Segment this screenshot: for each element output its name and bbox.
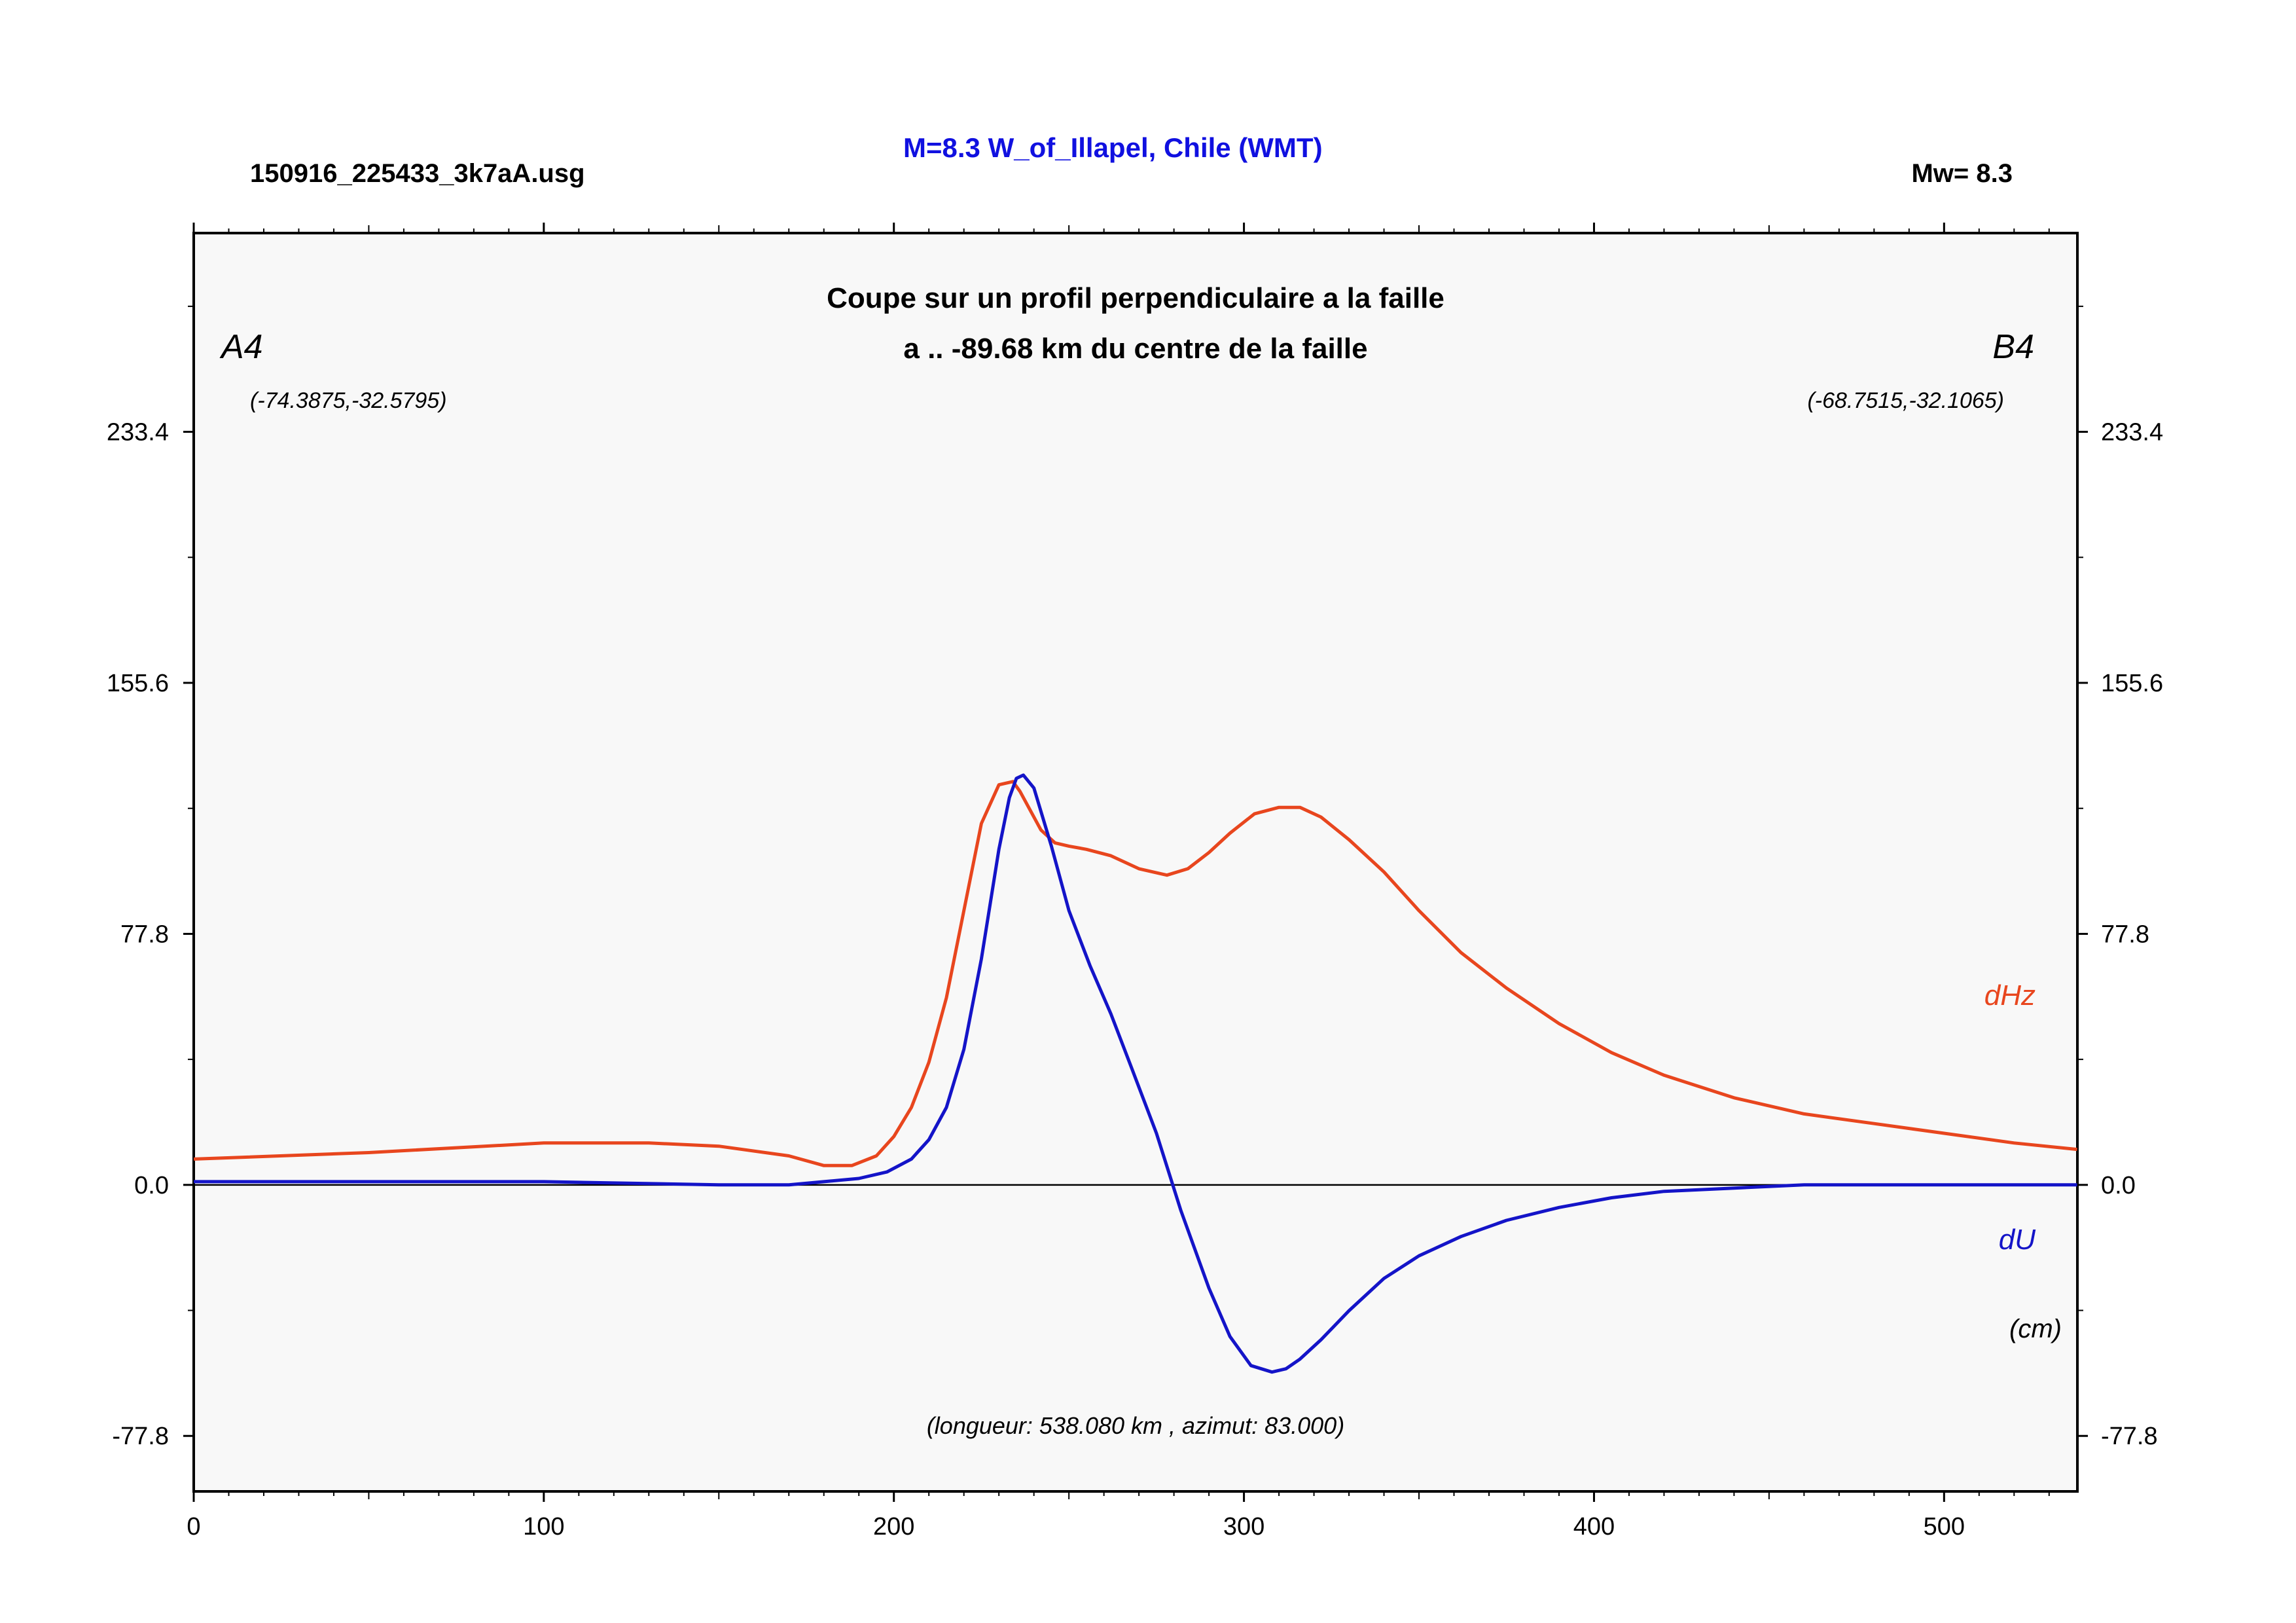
series-du-line [194,773,2077,1374]
y-tick-label-right: 155.6 [2101,670,2163,697]
y-tick-label-right: 77.8 [2101,921,2149,948]
endpoint-b-coords: (-68.7515,-32.1065) [1807,388,2004,413]
header-magnitude: Mw= 8.3 [1911,159,2013,188]
series-dhz-line [193,780,2077,1167]
unit-label: (cm) [2009,1315,2062,1343]
x-tick-label: 400 [1573,1513,1615,1541]
y-tick-label-left: -77.8 [112,1423,169,1450]
header-filename: 150916_225433_3k7aA.usg [250,159,585,188]
endpoint-b-label: B4 [1992,328,2034,366]
chart-subtitle: a .. -89.68 km du centre de la faille [903,333,1367,365]
y-tick-label-left: 0.0 [134,1172,169,1199]
endpoint-a-coords: (-74.3875,-32.5795) [250,388,447,413]
minor-ticks [188,225,2083,1499]
profile-footnote: (longueur: 538.080 km , azimut: 83.000) [927,1412,1344,1439]
y-tick-label-left: 155.6 [107,670,169,697]
y-tick-label-right: -77.8 [2101,1423,2158,1450]
x-tick-label: 300 [1223,1513,1265,1541]
y-tick-label-left: 77.8 [120,921,169,948]
x-tick-label: 0 [187,1513,200,1541]
x-tick-label: 100 [523,1513,564,1541]
endpoint-a-label: A4 [219,328,263,366]
series-du-label: dU [1999,1224,2036,1256]
x-tick-label: 500 [1924,1513,1965,1541]
y-tick-label-right: 0.0 [2101,1172,2136,1199]
chart-title: Coupe sur un profil perpendiculaire a la… [827,282,1444,314]
plot-area [192,232,2079,1493]
y-tick-label-left: 233.4 [107,419,169,447]
series-dhz-label: dHz [1984,979,2036,1012]
x-tick-label: 200 [873,1513,914,1541]
header-event-title: M=8.3 W_of_Illapel, Chile (WMT) [903,132,1323,163]
y-axis-ticks: -77.8 -77.8 0.0 0.0 77.8 77.8 155.6 155.6 233.4 2… [107,419,2163,1451]
x-axis-ticks: 0 100 200 300 400 500 [187,223,1965,1541]
y-tick-label-right: 233.4 [2101,419,2163,447]
